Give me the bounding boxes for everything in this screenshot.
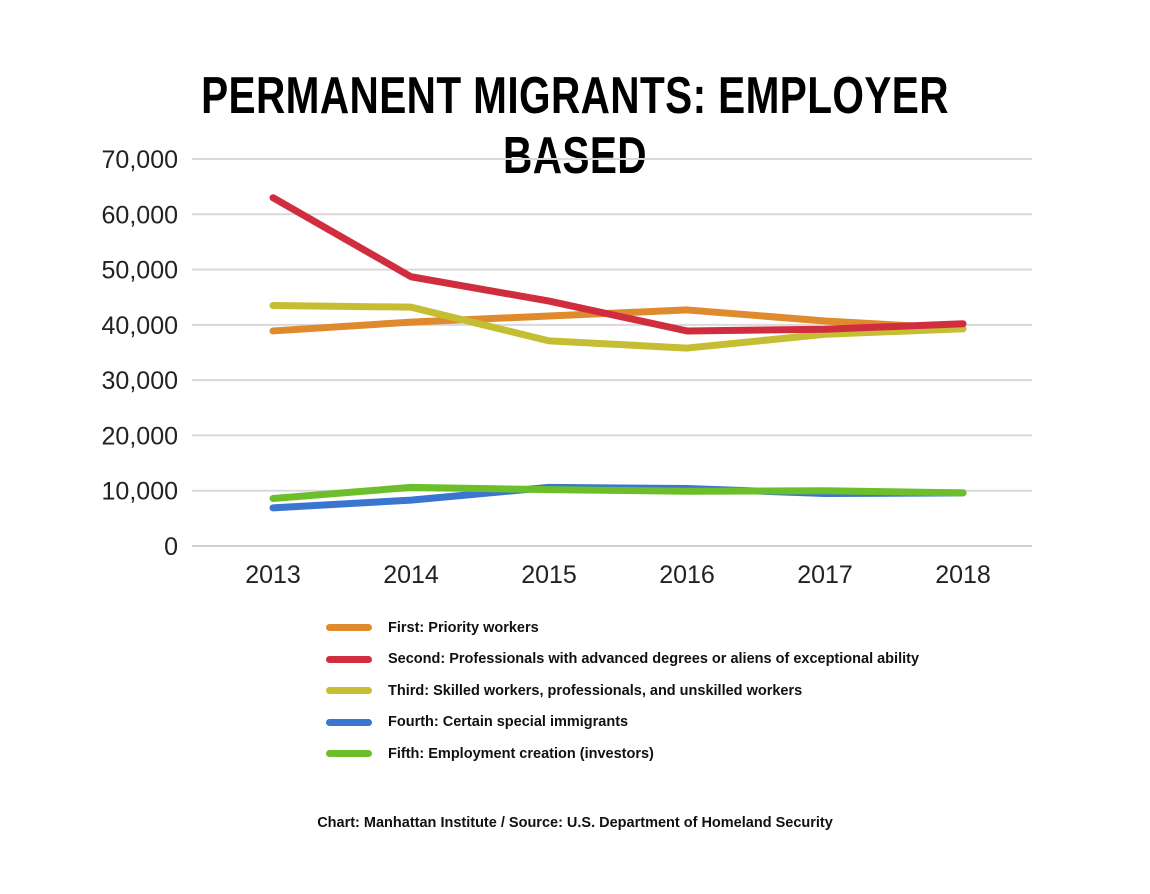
legend-item: Third: Skilled workers, professionals, a…: [326, 675, 919, 707]
y-tick-label: 0: [164, 533, 178, 561]
legend-swatch: [326, 718, 372, 726]
legend-swatch: [326, 624, 372, 632]
chart-source: Chart: Manhattan Institute / Source: U.S…: [317, 815, 833, 831]
legend-item: First: Priority workers: [326, 612, 919, 644]
y-tick-label: 70,000: [102, 146, 178, 174]
y-tick-label: 40,000: [102, 312, 178, 340]
series-lines: [269, 194, 967, 512]
y-tick-label: 20,000: [102, 422, 178, 450]
x-tick-label: 2014: [383, 561, 439, 589]
y-axis-ticks: 0 10,000 20,000 30,000 40,000 50,000 60,000 70,…: [102, 146, 178, 561]
legend-label: Fourth: Certain special immigrants: [388, 714, 629, 731]
legend-label: First: Priority workers: [388, 619, 539, 636]
series-line: [269, 194, 967, 335]
legend-label: Fifth: Employment creation (investors): [388, 745, 654, 762]
legend-item: Second: Professionals with advanced degr…: [326, 644, 919, 676]
x-tick-label: 2018: [935, 561, 991, 589]
x-tick-label: 2016: [659, 561, 715, 589]
legend-swatch: [326, 655, 372, 663]
x-tick-label: 2015: [521, 561, 577, 589]
series-line: [269, 302, 967, 352]
chart-title: PERMANENT MIGRANTS: EMPLOYER BASED: [201, 67, 949, 185]
y-tick-label: 50,000: [102, 257, 178, 285]
series-line: [269, 483, 967, 502]
legend-item: Fifth: Employment creation (investors): [326, 738, 919, 770]
x-axis-ticks: 2013 2014 2015 2016 2017 2018: [245, 561, 991, 589]
legend-swatch: [326, 750, 372, 758]
legend: First: Priority workers Second: Professio…: [326, 612, 919, 770]
y-tick-label: 60,000: [102, 201, 178, 229]
y-tick-label: 30,000: [102, 367, 178, 395]
legend-label: Second: Professionals with advanced degr…: [388, 651, 920, 668]
y-tick-label: 10,000: [102, 478, 178, 506]
legend-label: Third: Skilled workers, professionals, a…: [388, 682, 803, 699]
legend-item: Fourth: Certain special immigrants: [326, 707, 919, 739]
x-tick-label: 2013: [245, 561, 301, 589]
x-tick-label: 2017: [797, 561, 853, 589]
legend-swatch: [326, 687, 372, 695]
